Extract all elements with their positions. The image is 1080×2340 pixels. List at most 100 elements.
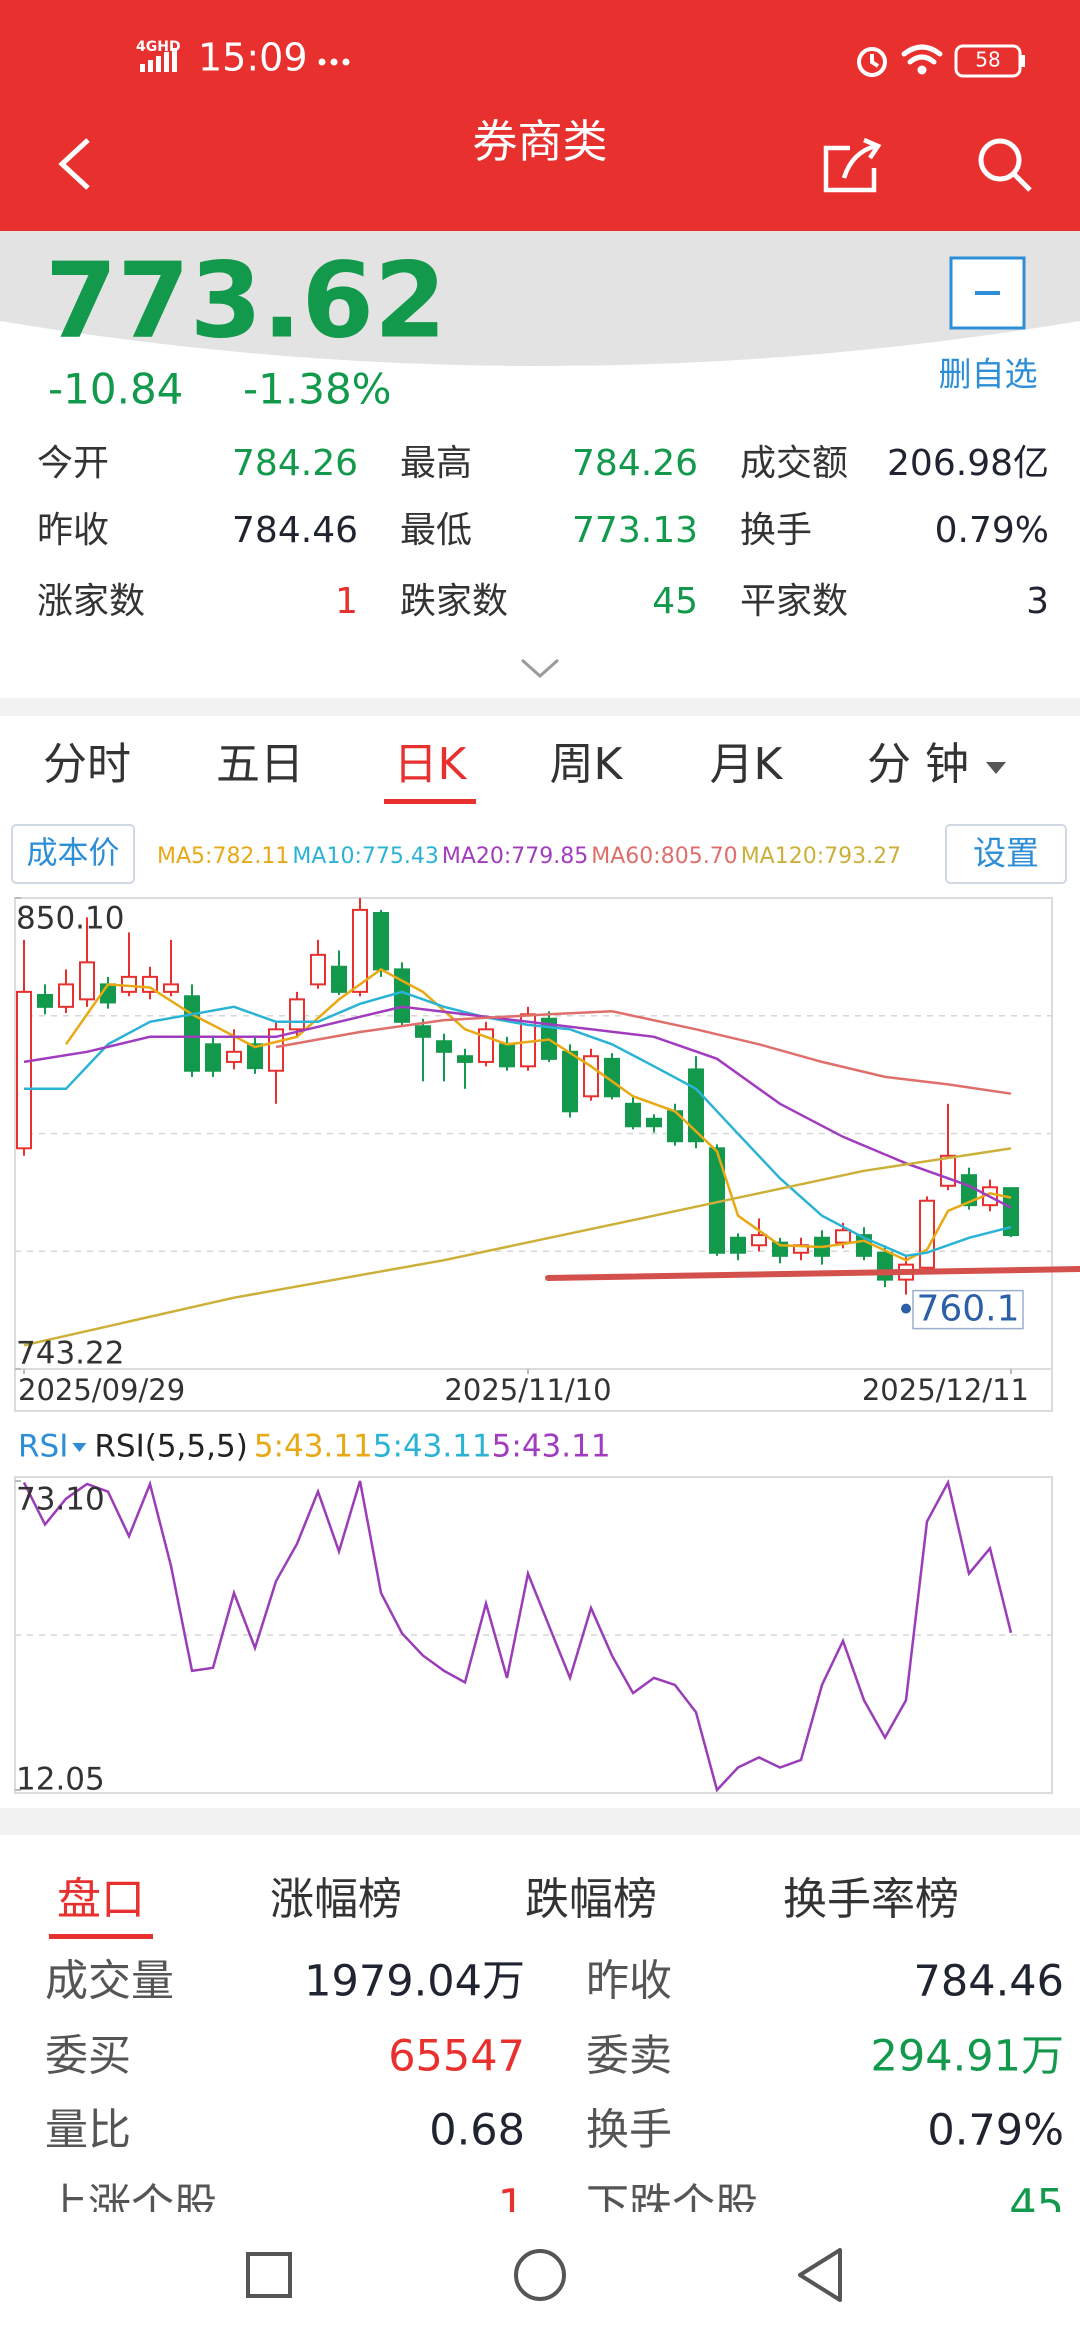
table-value: 1979.04万 xyxy=(304,1957,525,2007)
last-price: 773.62 xyxy=(45,239,446,361)
stat-label: 最低 xyxy=(400,510,472,551)
table-label: 委卖 xyxy=(586,2032,672,2082)
battery-level: 58 xyxy=(975,48,1000,72)
stat-value: 1 xyxy=(335,581,358,622)
ma-line xyxy=(23,1147,1012,1347)
low-label: 760.1 xyxy=(916,1289,1019,1330)
nav-recent[interactable] xyxy=(246,2252,292,2298)
x-tick-label: 2025/11/10 xyxy=(444,1373,611,1407)
stat-value: 45 xyxy=(652,581,698,622)
candle-body xyxy=(646,1117,662,1128)
ma-line xyxy=(23,1005,1012,1209)
stat-label: 今开 xyxy=(37,443,109,484)
candle-body xyxy=(625,1102,641,1128)
candle-body xyxy=(331,965,347,993)
x-tick-label: 2025/09/29 xyxy=(18,1373,185,1407)
candle-body xyxy=(205,1043,221,1072)
nav-home[interactable] xyxy=(514,2249,566,2301)
period-tab[interactable]: 日K xyxy=(394,739,468,790)
share-button[interactable] xyxy=(823,137,882,193)
cost-button-label[interactable]: 成本价 xyxy=(27,836,120,872)
rsi-title[interactable]: RSI xyxy=(18,1429,68,1465)
alarm-icon xyxy=(857,47,887,77)
stat-value: 773.13 xyxy=(572,510,698,551)
candle-body xyxy=(562,1050,578,1113)
cost-button[interactable] xyxy=(11,824,135,884)
status-bar: 4GHD 15:09 58 xyxy=(136,36,1025,80)
low-label-box xyxy=(912,1289,1024,1330)
table-value: 0.79% xyxy=(927,2106,1064,2156)
drawn-support-line xyxy=(545,1266,1080,1281)
candle-body xyxy=(79,961,95,1001)
candle-body xyxy=(751,1234,767,1247)
rsi-dropdown[interactable] xyxy=(72,1443,87,1452)
stat-label: 跌家数 xyxy=(400,581,508,622)
settings-button-label[interactable]: 设置 xyxy=(973,834,1039,873)
ma-legend: MA20:779.85 xyxy=(442,844,588,869)
battery-tip xyxy=(1021,55,1025,67)
table-label: 成交量 xyxy=(45,1957,174,2007)
stat-label: 昨收 xyxy=(37,510,109,551)
battery-icon xyxy=(954,44,1022,78)
table-value: 784.46 xyxy=(914,1957,1064,2007)
period-tab[interactable]: 分 钟 xyxy=(867,739,969,790)
stat-value: 3 xyxy=(1026,581,1049,622)
period-tab[interactable]: 分时 xyxy=(43,739,131,790)
table-label: 委买 xyxy=(45,2032,131,2082)
clock: 15:09 xyxy=(198,36,308,80)
candle-body xyxy=(373,911,389,971)
list-tab[interactable]: 盘口 xyxy=(57,1874,145,1925)
signal-icon xyxy=(140,48,177,72)
settings-button[interactable] xyxy=(945,824,1067,884)
table-label: 昨收 xyxy=(586,1957,672,2007)
rsi-legend: 5:43.11 xyxy=(373,1429,492,1465)
active-tab-underline xyxy=(384,799,476,804)
expand-chevron[interactable] xyxy=(521,658,559,679)
list-tab[interactable]: 跌幅榜 xyxy=(525,1874,657,1925)
network-type: 4GHD xyxy=(136,39,181,55)
candle-body xyxy=(226,1050,242,1063)
ma-line xyxy=(275,1010,1012,1095)
candle-body xyxy=(1003,1187,1019,1237)
candle-body xyxy=(289,998,305,1031)
ma-legend: MA5:782.11 xyxy=(157,844,289,869)
divider xyxy=(0,1808,1080,1835)
watch-label[interactable]: 删自选 xyxy=(939,355,1038,394)
list-tab[interactable]: 换手率榜 xyxy=(783,1874,959,1925)
table-label: 换手 xyxy=(586,2106,672,2156)
period-tab[interactable]: 月K xyxy=(710,739,784,790)
stat-value: 784.26 xyxy=(572,443,698,484)
candle-body xyxy=(58,983,74,1008)
rsi-line xyxy=(22,1478,1013,1793)
header-curve xyxy=(0,231,1080,366)
stat-label: 平家数 xyxy=(740,581,848,622)
search-button[interactable] xyxy=(978,138,1032,192)
price-change: -10.84 xyxy=(48,365,183,414)
back-button[interactable] xyxy=(58,138,90,190)
stat-value: 0.79% xyxy=(935,510,1049,551)
period-tab[interactable]: 周K xyxy=(550,739,624,790)
period-tab[interactable]: 五日 xyxy=(216,739,304,790)
stat-label: 成交额 xyxy=(740,443,848,484)
table-value: 294.91万 xyxy=(871,2032,1064,2082)
candle-body xyxy=(184,995,200,1072)
kline-frame xyxy=(14,897,1053,1412)
candle-body xyxy=(16,990,32,1150)
table-value: 65547 xyxy=(388,2032,525,2082)
nav-back[interactable] xyxy=(798,2248,842,2302)
candle-body xyxy=(436,1040,452,1053)
table-label: 量比 xyxy=(45,2106,131,2156)
ma-legend: MA10:775.43 xyxy=(292,844,438,869)
candle-body xyxy=(919,1199,935,1269)
nav-bar xyxy=(0,2212,1080,2340)
candle-body xyxy=(163,983,179,993)
ma-line xyxy=(24,990,1012,1258)
list-tab[interactable]: 涨幅榜 xyxy=(270,1874,402,1925)
stat-value: 784.46 xyxy=(232,510,358,551)
stat-value: 784.26 xyxy=(232,443,358,484)
ma-line xyxy=(64,967,1012,1262)
y-tick-label: 850.10 xyxy=(16,901,124,937)
candle-body xyxy=(310,953,326,986)
